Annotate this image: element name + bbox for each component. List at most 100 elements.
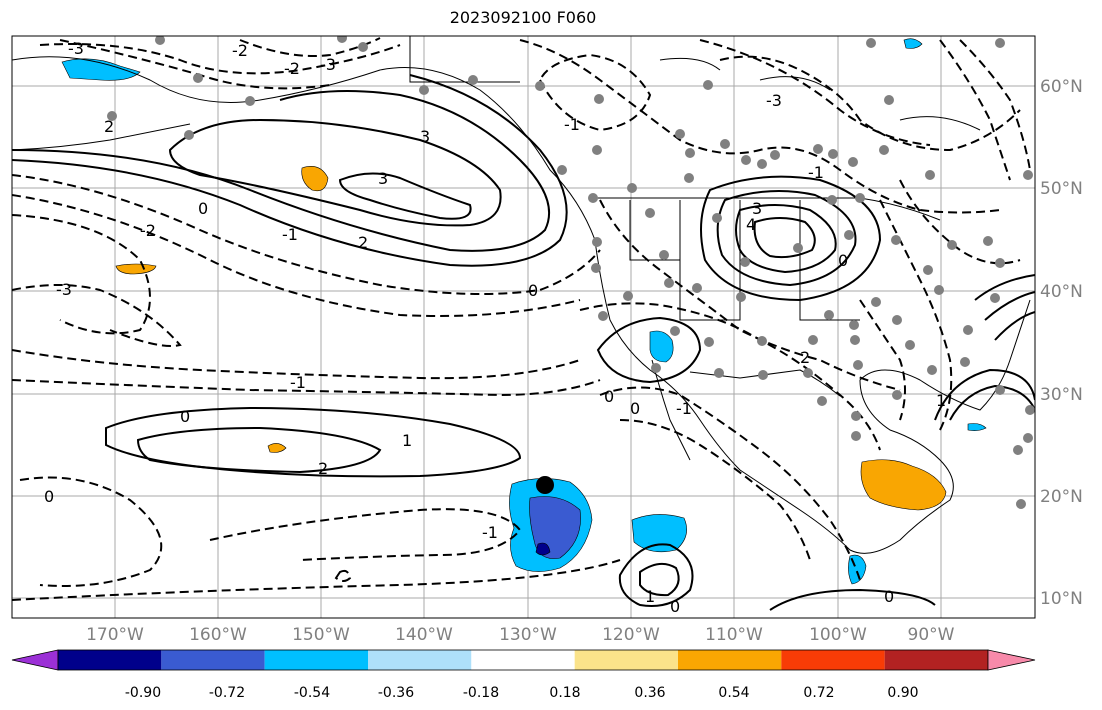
- colorbar-segment: [574, 650, 678, 670]
- colorbar-tick-label: 0.36: [634, 685, 665, 701]
- lon-label: 90°W: [908, 625, 955, 645]
- contour-positive-17: [974, 274, 1035, 341]
- coastline-aleutians: [12, 123, 191, 151]
- contour-label: -1: [482, 523, 498, 542]
- contour-label: -3: [766, 91, 782, 110]
- contour-negative-6: [12, 379, 601, 397]
- contour-label: 0: [198, 199, 208, 218]
- orange-region-small: [267, 443, 287, 453]
- contour-negative-3: [12, 214, 151, 335]
- colorbar-tick-label: -0.18: [463, 685, 499, 701]
- lat-label: 10°N: [1040, 589, 1083, 609]
- contour-label: -1: [282, 225, 298, 244]
- lon-label: 110°W: [705, 625, 763, 645]
- negative-contours: [12, 37, 1031, 601]
- contour-label: 2: [358, 233, 368, 252]
- contour-negative-5: [12, 349, 581, 380]
- contour-negative-14: [519, 39, 1001, 214]
- cyan-region-florida: [967, 423, 987, 431]
- lon-label: 150°W: [292, 625, 350, 645]
- lon-label: 100°W: [809, 625, 867, 645]
- cyan-region-baja: [649, 330, 674, 363]
- storm-center-marker: [536, 476, 554, 494]
- contour-positive-9: [735, 204, 837, 274]
- longitude-labels: 170°W 160°W 150°W 140°W 130°W 120°W 110°…: [86, 625, 955, 645]
- colorbar-segments: [11, 649, 1036, 671]
- colorbar-ticks: -0.90 -0.72 -0.54 -0.36 -0.18 0.18 0.36 …: [125, 685, 919, 701]
- station-dots: [107, 36, 1035, 509]
- colorbar-segment: [264, 650, 368, 670]
- contour-negative-7: [19, 476, 163, 587]
- contour-label: 0: [630, 399, 640, 418]
- border-alaska-canada: [409, 36, 520, 83]
- lat-label: 40°N: [1040, 282, 1083, 302]
- arctic-coast: [659, 57, 981, 131]
- map-title: 2023092100 F060: [449, 8, 597, 27]
- border-us-mexico: [689, 369, 841, 397]
- contour-negative-18: [599, 199, 901, 391]
- contour-negative-15: [538, 53, 652, 132]
- orange-region-mid-pacific: [115, 263, 157, 275]
- lon-label: 170°W: [86, 625, 144, 645]
- contour-label: 2: [318, 459, 328, 478]
- contour-negative-24: [859, 299, 906, 421]
- contour-label: 0: [180, 407, 190, 426]
- colorbar: -0.90 -0.72 -0.54 -0.36 -0.18 0.18 0.36 …: [11, 649, 1036, 701]
- latitude-labels: 60°N 50°N 40°N 30°N 20°N 10°N: [1040, 77, 1083, 609]
- colorbar-segment: [368, 650, 472, 670]
- state-borders: [629, 200, 860, 321]
- contour-negative-4: [12, 284, 182, 347]
- colorbar-tick-label: -0.36: [378, 685, 414, 701]
- coastline-main: [12, 56, 1031, 554]
- colorbar-segment: [884, 650, 988, 670]
- orange-region-north-pacific: [301, 166, 329, 192]
- orange-region-gulf: [860, 459, 947, 511]
- contour-label: 3: [378, 169, 388, 188]
- lat-label: 30°N: [1040, 385, 1083, 405]
- contour-negative-21: [619, 419, 811, 561]
- contour-label: 0: [528, 281, 538, 300]
- contour-negative-10: [334, 569, 352, 582]
- contour-positive-11: [596, 316, 702, 384]
- map-border: [11, 35, 1036, 619]
- contour-label: -2: [140, 221, 156, 240]
- contour-label: 1: [645, 587, 655, 606]
- colorbar-tick-label: -0.90: [125, 685, 161, 701]
- lat-label: 60°N: [1040, 77, 1083, 97]
- cyan-region-south: [631, 514, 687, 553]
- colorbar-segment: [781, 650, 885, 670]
- navy-region-east-pacific: [535, 542, 551, 556]
- colorbar-tick-label: -0.54: [294, 685, 330, 701]
- lat-label: 20°N: [1040, 487, 1083, 507]
- contour-labels: -3 -2 -2 -3 -3 -2 -1 0 0 -1 -1 0 0 0 1 2…: [44, 39, 946, 616]
- contour-positive-10: [753, 217, 816, 259]
- contour-label: 4: [746, 215, 756, 234]
- lon-label: 120°W: [602, 625, 660, 645]
- contour-label: 0: [670, 597, 680, 616]
- contour-negative-2: [12, 194, 581, 317]
- contour-positive-14: [769, 588, 936, 611]
- lon-label: 130°W: [499, 625, 557, 645]
- contour-positive-3: [168, 118, 502, 227]
- colorbar-tick-label: 0.72: [803, 685, 834, 701]
- contour-negative-9: [12, 559, 621, 601]
- cyan-region-canada: [903, 38, 923, 49]
- colorbar-tick-label: 0.54: [718, 685, 749, 701]
- contour-positive-12: [618, 543, 694, 607]
- contour-negative-11: [39, 43, 401, 75]
- lon-label: 140°W: [395, 625, 453, 645]
- contour-label: -2: [232, 41, 248, 60]
- contour-label: 0: [44, 487, 54, 506]
- positive-contours: [12, 74, 1035, 611]
- colorbar-segment: [161, 650, 265, 670]
- contour-negative-20: [599, 386, 861, 581]
- contour-positive-15: [934, 368, 1035, 421]
- contour-label: -1: [808, 163, 824, 182]
- colorbar-tick-label: -0.72: [209, 685, 245, 701]
- contour-positive-13: [639, 562, 680, 597]
- contour-label: -3: [56, 280, 72, 299]
- colorbar-segment: [471, 650, 575, 670]
- contour-label: -3: [68, 39, 84, 58]
- contour-label: -1: [564, 115, 580, 134]
